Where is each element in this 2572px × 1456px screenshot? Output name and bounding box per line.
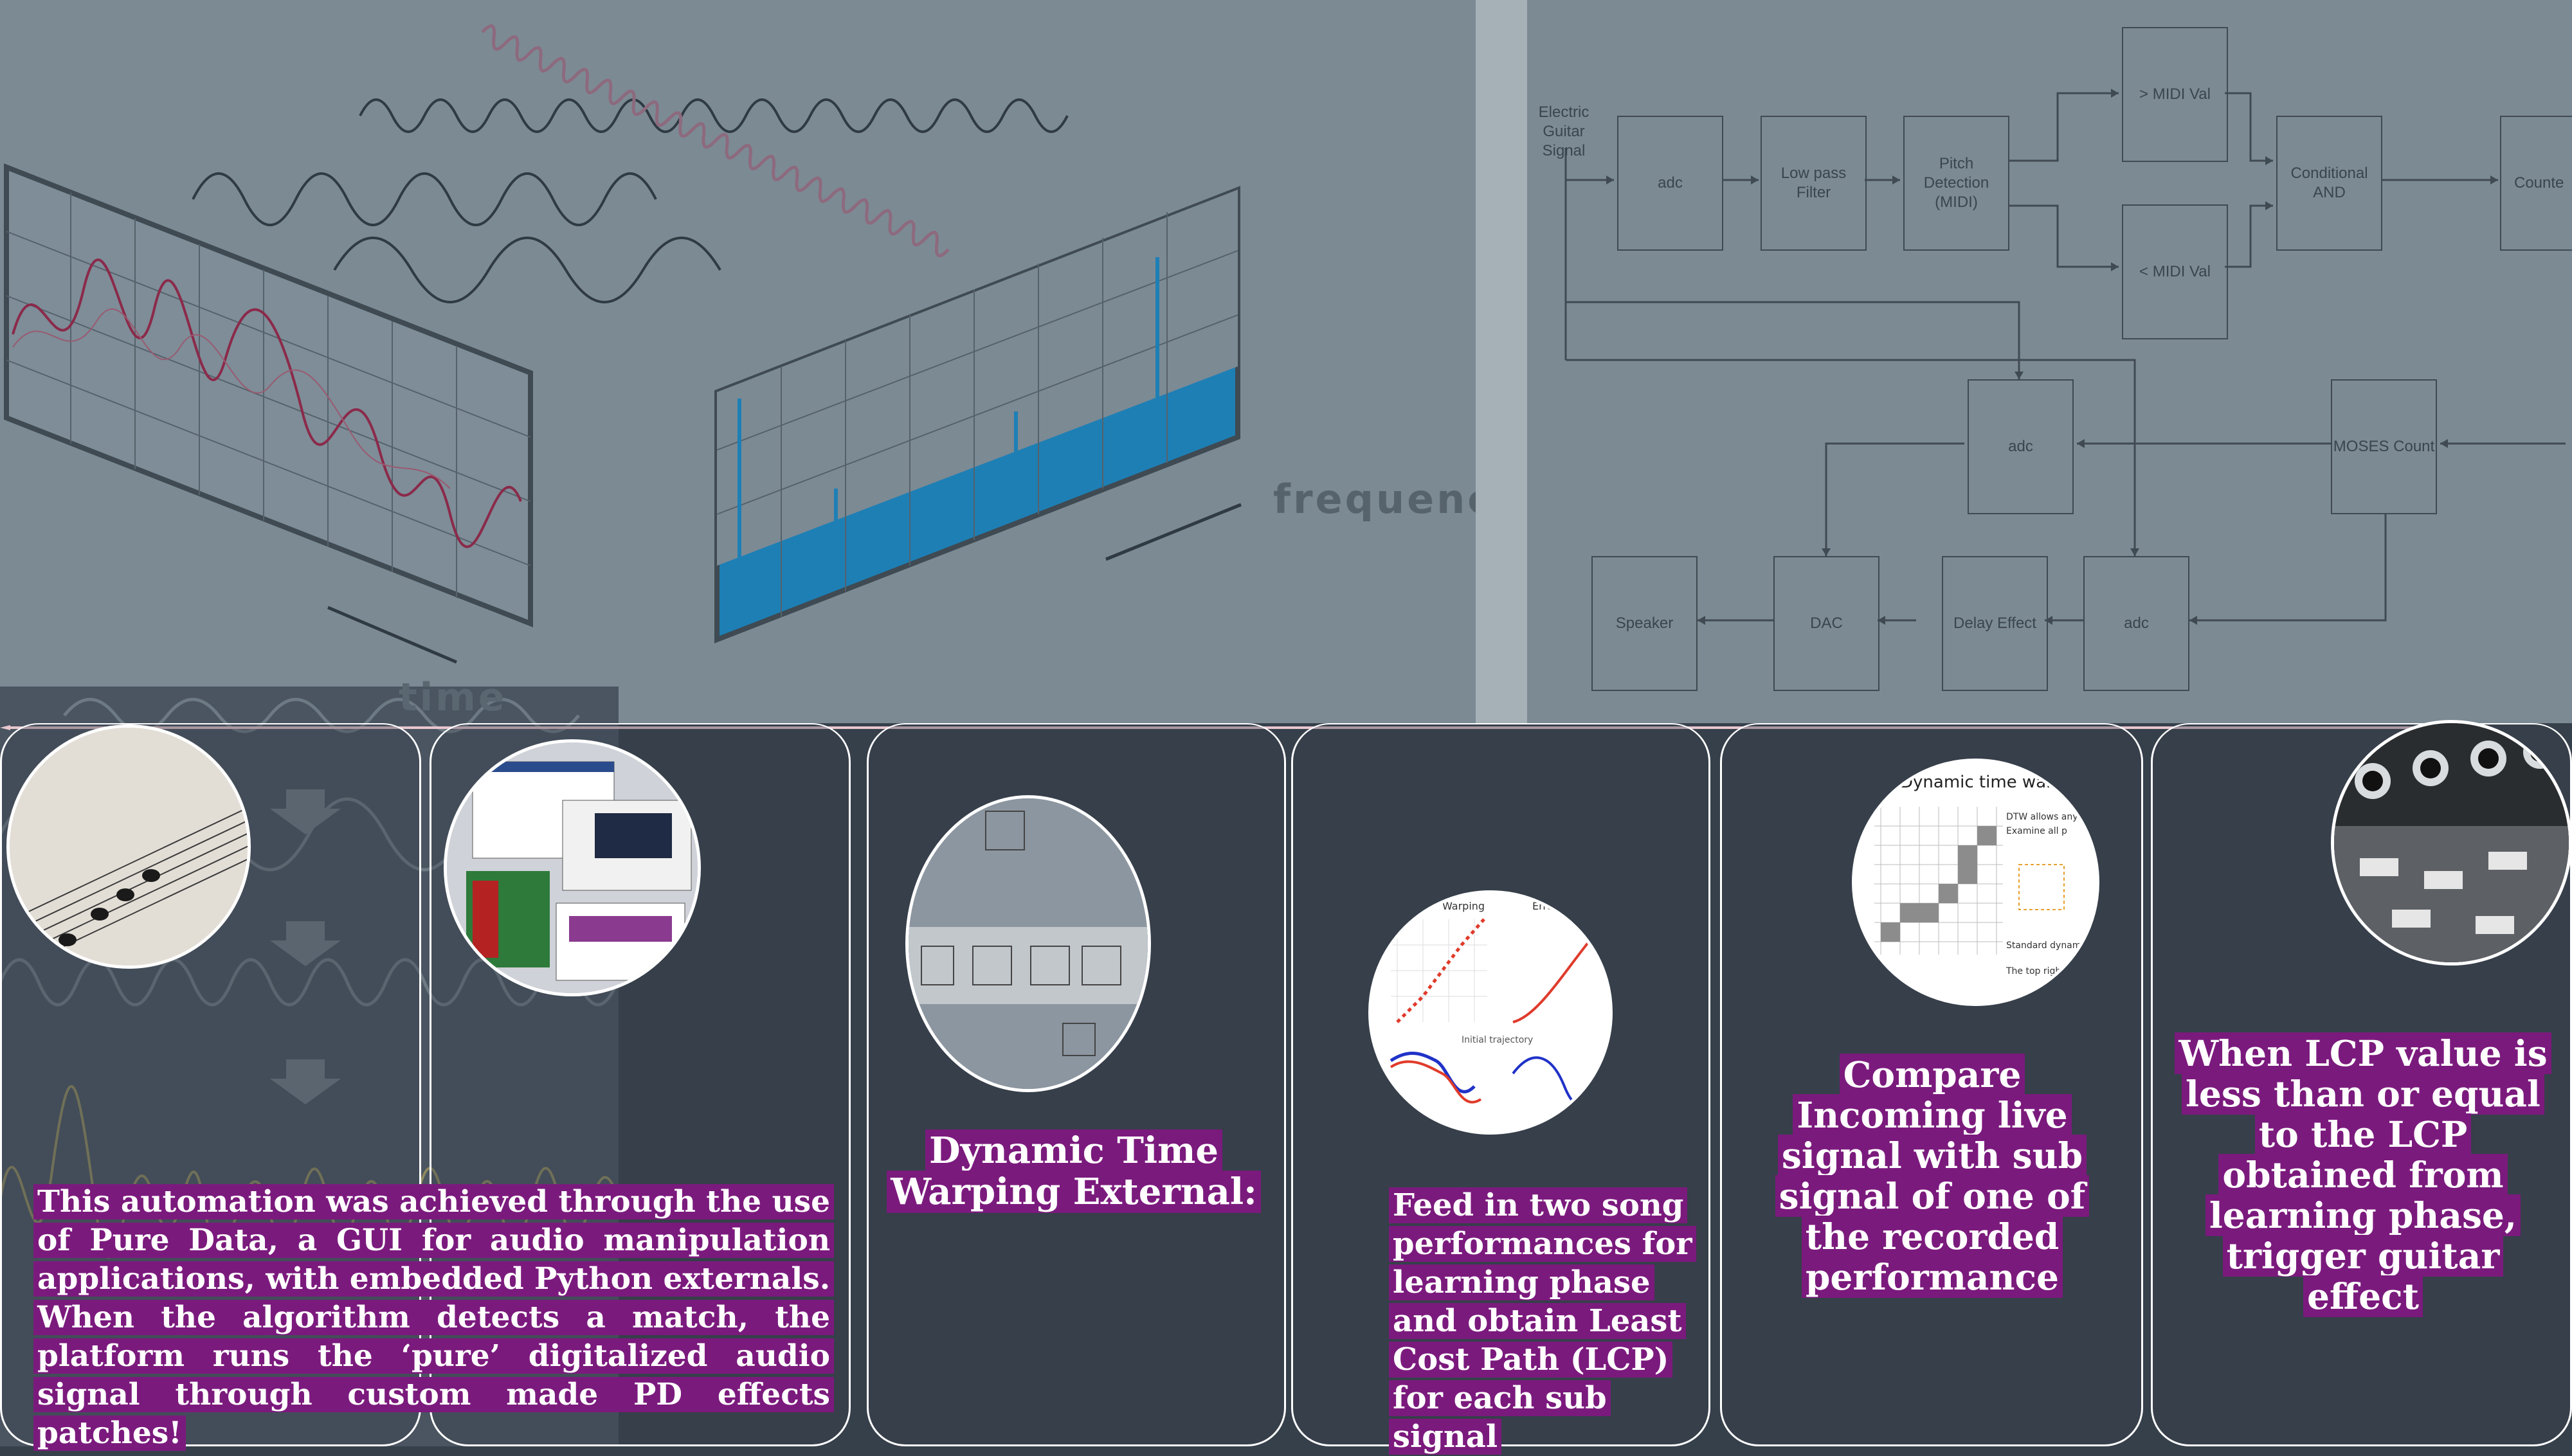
flow-node-speaker: Speaker	[1591, 556, 1698, 691]
flowchart-input-label: Electric Guitar Signal	[1538, 103, 1589, 159]
signal-decomposition-graphic	[4, 24, 1242, 664]
sine-components	[192, 98, 1069, 303]
flow-node-pitch-detection: Pitch Detection (MIDI)	[1903, 116, 2009, 251]
dtw-bullet-3: Standard dynamic pr to fill in the table	[2006, 940, 2099, 951]
dtw-external-title-content: Dynamic Time Warping External:	[887, 1129, 1261, 1213]
flow-node-greater-midi: > MIDI Val	[2122, 27, 2228, 162]
sheet-music-image	[6, 724, 251, 969]
compare-signal-text-content: Compare Incoming live signal with sub si…	[1775, 1054, 2090, 1298]
frequency-arrow	[1105, 503, 1242, 561]
learning-phase-text-content: Feed in two song performances for learni…	[1389, 1187, 1696, 1455]
compare-signal-text: Compare Incoming live signal with sub si…	[1746, 1054, 2119, 1298]
dtw-slide-title: Dynamic time warp	[1900, 773, 2063, 792]
plot-title-warping: Warping	[1442, 900, 1485, 912]
frequency-domain-panel	[714, 186, 1240, 643]
flow-node-delay-effect: Delay Effect	[1942, 556, 2048, 691]
top-divider-strip	[1476, 0, 1527, 723]
signal-illustration-panel: frequency	[0, 0, 1476, 723]
flow-node-counter: Counte	[2500, 116, 2572, 251]
dtw-slide-image: Dynamic time warp DTW allows any s Exami…	[1852, 759, 2099, 1006]
dtw-bullet-2: Examine all p	[2006, 826, 2067, 836]
trigger-effect-text-content: When LCP value is less than or equal to …	[2175, 1032, 2551, 1317]
time-arrow	[327, 606, 457, 664]
flow-node-adc-top: adc	[1617, 116, 1723, 251]
flowchart-thumbnail-image	[905, 795, 1151, 1092]
intro-text: This automation was achieved through the…	[33, 1183, 835, 1453]
trigger-effect-text: When LCP value is less than or equal to …	[2170, 1032, 2556, 1317]
time-domain-panel	[4, 163, 533, 627]
frequency-label: frequency	[1273, 476, 1476, 523]
flow-node-low-pass-filter: Low pass Filter	[1761, 116, 1867, 251]
flow-node-less-midi: < MIDI Val	[2122, 204, 2228, 339]
high-frequency-wave	[481, 24, 950, 258]
dtw-external-title: Dynamic Time Warping External:	[881, 1129, 1267, 1213]
intro-text-content: This automation was achieved through the…	[33, 1184, 835, 1451]
time-label: time	[399, 675, 507, 720]
flow-node-dac: DAC	[1773, 556, 1879, 691]
pure-data-screenshot-image	[444, 739, 701, 996]
dtw-plots-image: Warping Error Initial trajectory	[1368, 890, 1613, 1135]
mixing-console-image	[2331, 720, 2572, 966]
plot-caption: Initial trajectory	[1462, 1035, 1533, 1045]
flow-node-conditional-and: Conditional AND	[2276, 116, 2382, 251]
flow-node-adc-mid: adc	[1968, 379, 2074, 514]
plot-title-error: Error	[1532, 900, 1557, 912]
flow-node-moses-count: MOSES Count	[2331, 379, 2437, 514]
flowchart-connectors	[1564, 89, 2566, 625]
flow-node-adc-bottom: adc	[2083, 556, 2189, 691]
dtw-bullet-1: DTW allows any s	[2006, 812, 2085, 822]
dtw-bullet-4: The top right cell results	[2006, 966, 2099, 976]
flowchart-panel	[1527, 0, 2572, 723]
learning-phase-text: Feed in two song performances for learni…	[1389, 1186, 1710, 1456]
